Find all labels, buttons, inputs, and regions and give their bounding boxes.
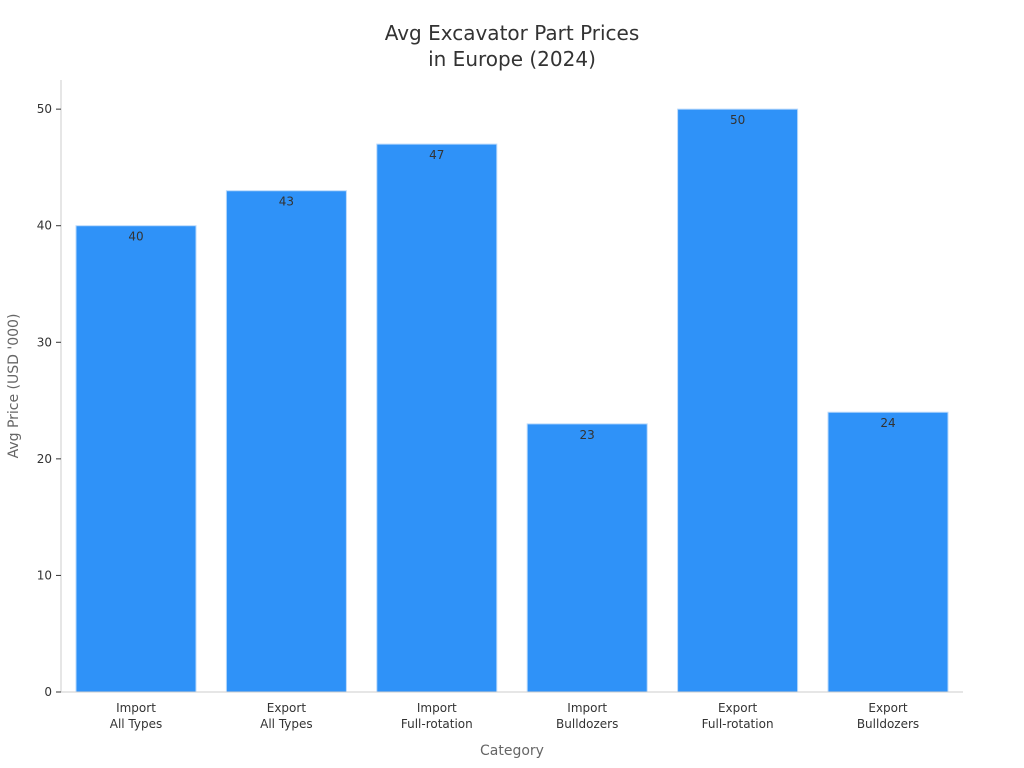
y-tick-label-4: 30 bbox=[37, 335, 52, 349]
bar-value-label-5: 50 bbox=[730, 113, 745, 127]
bar-value-label-2: 43 bbox=[279, 195, 294, 209]
x-axis-label: Category bbox=[480, 743, 544, 759]
x-tick-label-3-line-2: Full-rotation bbox=[401, 717, 473, 731]
x-tick-label-4-line-2: Bulldozers bbox=[556, 717, 618, 731]
bar-value-label-4: 23 bbox=[580, 428, 595, 442]
x-tick-label-1-line-1: Import bbox=[116, 701, 156, 715]
y-tick-label-3: 20 bbox=[37, 452, 52, 466]
x-tick-label-5-line-1: Export bbox=[718, 701, 758, 715]
x-tick-label-6-line-2: Bulldozers bbox=[857, 717, 919, 731]
x-tick-label-4-line-1: Import bbox=[567, 701, 607, 715]
bar-3 bbox=[376, 143, 498, 693]
bar-5 bbox=[677, 108, 799, 693]
bar-1 bbox=[75, 225, 197, 693]
bars-group: 40 43 47 23 50 24 bbox=[75, 108, 949, 693]
x-tick-label-5-line-2: Full-rotation bbox=[702, 717, 774, 731]
x-tick-label-2-line-1: Export bbox=[267, 701, 307, 715]
bar-4 bbox=[526, 423, 648, 693]
bar-2 bbox=[225, 190, 347, 693]
x-tick-label-3-line-1: Import bbox=[417, 701, 457, 715]
axes-group: Import All Types Export All Types Import Full… bbox=[37, 80, 963, 731]
bar-value-label-1: 40 bbox=[128, 230, 143, 244]
y-axis-label: Avg Price (USD '000) bbox=[6, 314, 22, 459]
chart-title-line-2: in Europe (2024) bbox=[428, 47, 596, 71]
bar-value-label-3: 47 bbox=[429, 148, 444, 162]
x-tick-label-1-line-2: All Types bbox=[110, 717, 163, 731]
y-tick-label-5: 40 bbox=[37, 219, 52, 233]
y-tick-label-1: 0 bbox=[44, 685, 52, 699]
bar-6 bbox=[827, 411, 949, 693]
y-tick-label-2: 10 bbox=[37, 568, 52, 582]
y-tick-label-6: 50 bbox=[37, 102, 52, 116]
x-tick-label-6-line-1: Export bbox=[868, 701, 908, 715]
chart-title-line-1: Avg Excavator Part Prices bbox=[385, 21, 640, 45]
bar-value-label-6: 24 bbox=[880, 416, 895, 430]
x-tick-label-2-line-2: All Types bbox=[260, 717, 313, 731]
